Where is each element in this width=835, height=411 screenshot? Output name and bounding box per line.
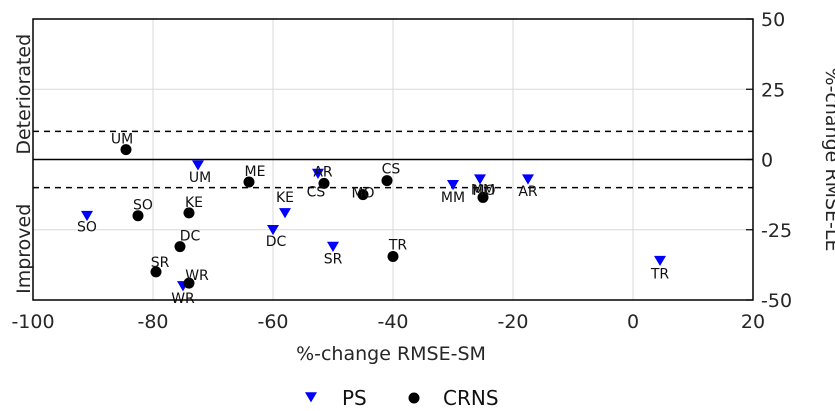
crns-point-label: SO: [133, 198, 153, 214]
legend-crns-marker: [408, 392, 420, 404]
legend: PS CRNS: [305, 386, 499, 410]
crns-point: [183, 277, 195, 289]
reference-lines: [33, 130, 753, 189]
crns-point: [357, 189, 369, 201]
ps-point-label: MM: [441, 190, 465, 206]
legend-ps-label: PS: [342, 386, 367, 410]
crns-point-label: SR: [151, 255, 170, 271]
ps-point: [267, 224, 279, 236]
ps-point-label: AR: [518, 184, 538, 200]
crns-point: [174, 241, 186, 253]
crns-point-label: WR: [185, 268, 209, 284]
ps-point-label: AR: [313, 165, 333, 181]
crns-point-label: ME: [245, 164, 266, 180]
x-tick-label: 20: [741, 311, 765, 333]
ps-point: [327, 241, 339, 253]
crns-point: [132, 210, 144, 222]
ps-point: [279, 208, 291, 219]
x-tick-label: -100: [11, 311, 54, 333]
ps-point-label: WR: [171, 291, 195, 307]
crns-point-label: DC: [180, 229, 201, 245]
ps-point: [522, 174, 534, 185]
plot-frame: [32, 18, 754, 301]
ps-point: [192, 160, 204, 171]
crns-point: [183, 207, 195, 219]
crns-point: [150, 266, 162, 278]
ps-point: [312, 168, 324, 179]
x-tick-label: -40: [377, 311, 408, 333]
ps-point: [654, 255, 666, 267]
x-tick-label: 0: [627, 311, 639, 333]
crns-point: [477, 191, 489, 203]
x-tick-label: -20: [497, 311, 528, 333]
y-label-deteriorated: Deteriorated: [13, 34, 35, 155]
x-tick-labels: -100 -80 -60 -40 -20 0 20: [11, 311, 765, 333]
ps-point-label: KE: [276, 190, 294, 206]
crns-point: [387, 250, 399, 262]
ps-point-label: TR: [650, 267, 670, 283]
x-tick-label: -80: [137, 311, 168, 333]
ps-point-label: SR: [324, 252, 343, 268]
crns-point-label: CS: [382, 162, 401, 178]
ps-point-label: DC: [266, 234, 287, 250]
y-tick-label: 25: [761, 79, 785, 101]
crns-point-label: MM: [471, 182, 495, 198]
ps-point: [474, 174, 486, 185]
ps-point-label: UM: [189, 170, 211, 186]
y-tick-label: 50: [761, 9, 785, 31]
ps-point: [81, 210, 93, 222]
legend-crns-label: CRNS: [443, 386, 499, 410]
y-axis-label-right: %-change RMSE-LE: [821, 68, 835, 252]
x-axis-label: %-change RMSE-SM: [296, 343, 486, 365]
legend-ps-marker: [305, 392, 317, 403]
crns-point-label: CS: [307, 184, 326, 200]
ps-point-label: MO: [472, 183, 495, 199]
ps-point: [447, 179, 459, 191]
crns-point: [243, 176, 255, 188]
crns-point-label: KE: [185, 195, 203, 211]
y-tick-label: -25: [761, 220, 792, 242]
crns-point: [120, 144, 132, 156]
y-tick-labels: 50 25 0 -25 -50: [761, 9, 792, 312]
crns-point-label: UM: [111, 132, 133, 148]
crns-point-label: TR: [388, 237, 408, 253]
data-points: [81, 144, 666, 292]
y-tick-label: -50: [761, 290, 792, 312]
y-tick-label: 0: [761, 150, 773, 172]
ps-point-label: SO: [77, 220, 97, 236]
crns-point: [318, 177, 330, 189]
y-label-improved: Improved: [13, 204, 35, 294]
crns-point-label: MO: [351, 186, 374, 202]
crns-point: [381, 175, 393, 187]
x-tick-label: -60: [257, 311, 288, 333]
